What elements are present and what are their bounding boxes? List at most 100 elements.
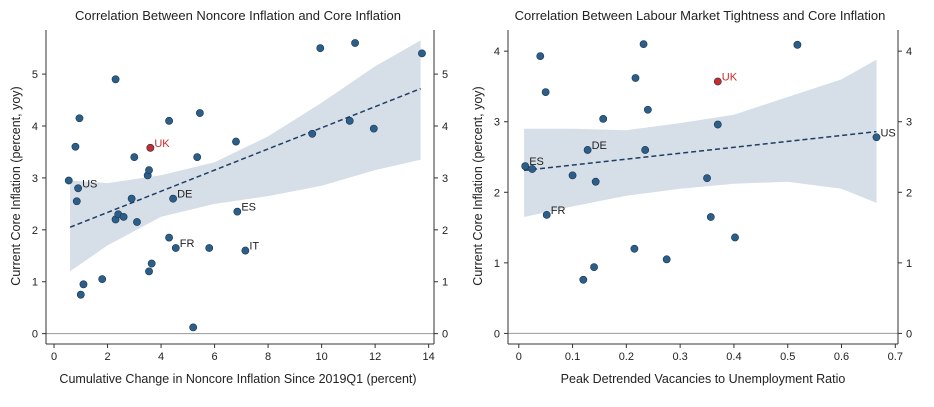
point-label: FR xyxy=(180,238,195,250)
point-label: FR xyxy=(551,205,566,217)
data-point xyxy=(599,115,608,123)
data-point xyxy=(369,124,378,133)
data-point xyxy=(579,275,588,284)
data-point xyxy=(71,142,80,151)
point-label: US xyxy=(82,178,97,190)
data-point xyxy=(127,194,136,203)
data-point xyxy=(639,40,648,49)
ticks-group: 0 2 4 6 8 10 12 140 01 12 23 34 45 5 xyxy=(32,69,448,363)
x-tick-label: 0.4 xyxy=(726,351,741,363)
chart-labour: Correlation Between Labour Market Tightn… xyxy=(471,8,912,386)
data-point xyxy=(165,116,173,125)
data-point xyxy=(145,267,153,276)
data-point xyxy=(713,77,722,86)
point-label: UK xyxy=(722,72,738,84)
data-point xyxy=(541,88,550,96)
x-tick-label: 0.2 xyxy=(619,351,634,363)
y-tick-label: 1 xyxy=(494,258,500,270)
data-point xyxy=(119,212,128,221)
data-point xyxy=(345,116,354,125)
ticks-group: 0 0.1 0.2 0.3 0.4 0.5 0.6 0.70 01 12 23 34 4 xyxy=(494,46,912,363)
y-tick-label-right: 1 xyxy=(442,277,448,289)
x-axis-label: Peak Detrended Vacancies to Unemployment… xyxy=(561,372,846,386)
y-tick-label-right: 0 xyxy=(906,328,912,340)
point-label: IT xyxy=(249,241,259,253)
data-point xyxy=(643,105,652,114)
data-point xyxy=(308,129,317,138)
x-tick-label: 0.3 xyxy=(672,351,687,363)
data-point xyxy=(195,109,204,117)
y-tick-label-right: 5 xyxy=(442,69,448,81)
data-point xyxy=(703,174,711,183)
data-point xyxy=(641,146,650,154)
y-tick-label-right: 2 xyxy=(442,225,448,237)
data-point xyxy=(536,52,545,61)
point-label: DE xyxy=(177,189,192,201)
data-point xyxy=(76,290,85,299)
data-point xyxy=(64,176,73,185)
data-point xyxy=(79,280,88,289)
y-tick-label-right: 1 xyxy=(906,258,912,270)
data-point xyxy=(583,146,592,154)
confidence-band xyxy=(524,59,877,217)
point-label: ES xyxy=(241,202,256,214)
data-point xyxy=(630,244,639,253)
data-point xyxy=(146,143,155,152)
data-point xyxy=(568,171,577,180)
data-point xyxy=(147,259,156,268)
y-tick-label-right: 3 xyxy=(442,173,448,185)
data-point xyxy=(233,207,242,216)
x-tick-label: 6 xyxy=(212,351,218,363)
data-point xyxy=(165,233,173,242)
x-tick-label: 4 xyxy=(158,351,164,363)
data-point xyxy=(130,153,139,162)
data-point xyxy=(232,137,240,146)
data-point xyxy=(351,39,359,47)
data-point xyxy=(72,197,81,206)
data-point xyxy=(145,166,153,175)
chart-noncore: Correlation Between Noncore Inflation an… xyxy=(9,8,448,386)
data-point xyxy=(542,210,551,219)
chart-title: Correlation Between Noncore Inflation an… xyxy=(75,8,401,23)
y-tick-label: 3 xyxy=(32,173,38,185)
points-group: US UK DE FR ES IT xyxy=(64,39,426,332)
data-point xyxy=(590,263,598,271)
x-tick-label: 0 xyxy=(516,351,522,363)
y-tick-label-right: 4 xyxy=(906,46,912,58)
x-tick-label: 0 xyxy=(51,351,57,363)
y-tick-label-right: 0 xyxy=(442,329,448,341)
y-tick-label: 0 xyxy=(32,329,38,341)
data-point xyxy=(169,194,178,203)
y-tick-label: 2 xyxy=(494,187,500,199)
data-point xyxy=(591,177,600,186)
x-axis-label: Cumulative Change in Noncore Inflation S… xyxy=(59,372,416,386)
chart-title: Correlation Between Labour Market Tightn… xyxy=(515,8,886,23)
data-point xyxy=(133,218,141,226)
data-point xyxy=(205,244,214,252)
x-tick-label: 0.5 xyxy=(780,351,795,363)
x-tick-label: 10 xyxy=(315,351,327,363)
data-point xyxy=(713,120,722,129)
data-point xyxy=(111,75,120,84)
y-tick-label-right: 2 xyxy=(906,187,912,199)
data-point xyxy=(74,184,83,193)
data-point xyxy=(418,49,426,58)
x-tick-label: 14 xyxy=(423,351,435,363)
fit-line xyxy=(69,87,421,228)
x-tick-label: 0.6 xyxy=(834,351,849,363)
y-tick-label: 5 xyxy=(32,69,38,81)
y-tick-label: 2 xyxy=(32,225,38,237)
data-point xyxy=(75,114,84,123)
data-point xyxy=(171,244,180,252)
x-tick-label: 2 xyxy=(104,351,110,363)
plot-area: US UK DE FR ES IT xyxy=(46,39,434,335)
y-tick-label: 0 xyxy=(494,328,500,340)
data-point xyxy=(731,233,739,242)
y-tick-label: 3 xyxy=(494,117,500,129)
y-tick-label: 4 xyxy=(32,121,38,133)
confidence-band xyxy=(70,40,421,272)
x-tick-label: 12 xyxy=(369,351,381,363)
data-point xyxy=(521,162,530,171)
